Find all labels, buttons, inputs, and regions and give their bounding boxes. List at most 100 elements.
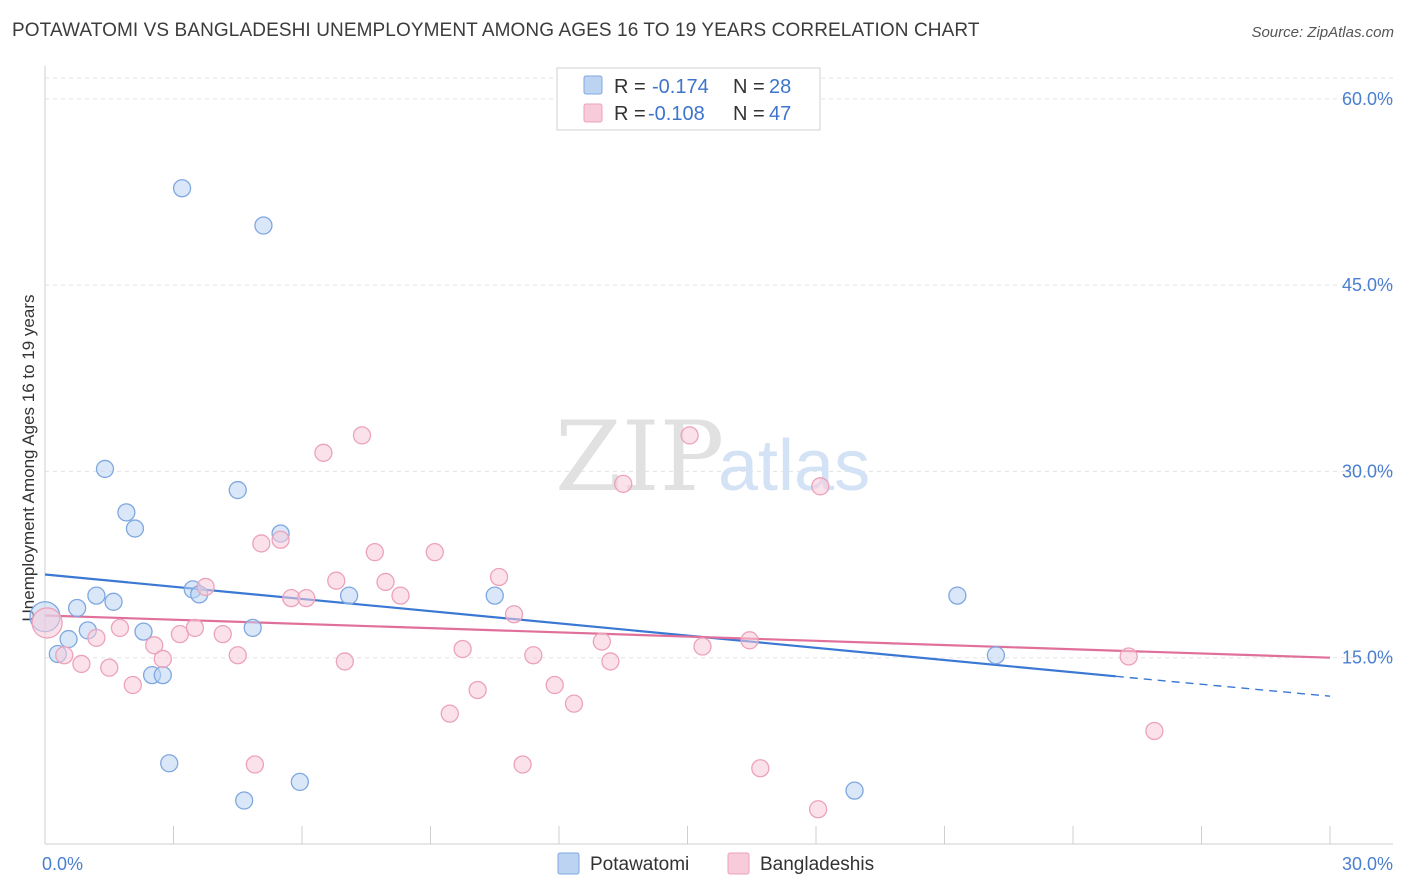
bottom-legend-swatch-potawatomi	[557, 852, 580, 875]
point-potawatomi-14	[172, 179, 192, 198]
gridlines	[45, 77, 1393, 659]
point-potawatomi-8	[117, 503, 136, 522]
x-tick-labels: 0.0% 30.0%	[42, 854, 1393, 874]
point-bangladeshis-41	[740, 631, 759, 650]
point-bangladeshis-27	[440, 704, 459, 723]
trend-line-potawatomi	[44, 573, 1116, 678]
point-potawatomi-19	[243, 618, 262, 638]
point-bangladeshis-29	[468, 680, 487, 700]
legend-r-label-2: R =	[614, 103, 646, 125]
point-potawatomi-13	[160, 754, 179, 773]
point-potawatomi-5	[87, 586, 106, 605]
point-bangladeshis-37	[601, 652, 620, 671]
point-potawatomi-6	[104, 592, 123, 611]
y-axis-label: Unemployment Among Ages 16 to 19 years	[19, 295, 38, 622]
point-potawatomi-10	[134, 622, 153, 641]
data-points	[29, 179, 1164, 819]
legend-swatch-potawatomi	[583, 75, 603, 95]
watermark-zip: ZIP	[555, 401, 724, 513]
point-bangladeshis-10	[185, 618, 205, 638]
legend-n-label-1: N =	[733, 76, 765, 98]
x-tick-label-0: 0.0%	[42, 854, 83, 874]
point-bangladeshis-23	[365, 542, 384, 562]
point-bangladeshis-40	[693, 637, 712, 656]
point-potawatomi-25	[845, 781, 864, 800]
point-bangladeshis-20	[327, 571, 346, 590]
trend-lines	[44, 573, 1331, 697]
point-bangladeshis-31	[504, 605, 524, 624]
watermark-atlas: atlas	[718, 426, 870, 506]
point-bangladeshis-42	[751, 759, 770, 778]
chart-source: Source: ZipAtlas.com	[1251, 24, 1394, 41]
y-tick-label-1: 30.0%	[1342, 461, 1393, 481]
point-potawatomi-24	[485, 586, 504, 605]
chart-title: POTAWATOMI VS BANGLADESHI UNEMPLOYMENT A…	[12, 20, 980, 41]
point-bangladeshis-5	[110, 618, 130, 638]
top-legend: R = -0.174 N = 28 R = -0.108 N = 47	[556, 67, 821, 131]
legend-r-value-1: -0.174	[652, 76, 709, 98]
y-tick-label-3: 60.0%	[1342, 89, 1393, 109]
point-potawatomi-27	[986, 646, 1006, 665]
point-bangladeshis-25	[391, 586, 410, 605]
point-bangladeshis-30	[489, 567, 509, 587]
legend-n-value-2: 47	[769, 103, 791, 125]
bottom-legend-label-bangladeshis: Bangladeshis	[760, 854, 874, 875]
point-bangladeshis-26	[425, 542, 444, 562]
point-bangladeshis-44	[808, 800, 828, 819]
point-bangladeshis-13	[228, 646, 247, 665]
point-potawatomi-17	[228, 480, 247, 500]
point-potawatomi-20	[254, 216, 273, 235]
point-bangladeshis-16	[271, 530, 290, 549]
legend-n-label-2: N =	[733, 103, 765, 125]
trend-line-extension-potawatomi	[1115, 675, 1331, 697]
point-bangladeshis-32	[513, 755, 532, 774]
point-potawatomi-12	[153, 665, 172, 685]
point-bangladeshis-14	[245, 755, 265, 774]
point-bangladeshis-4	[100, 658, 119, 677]
point-bangladeshis-11	[196, 577, 215, 597]
point-bangladeshis-6	[123, 675, 142, 695]
y-tick-labels: 15.0% 30.0% 45.0% 60.0%	[1342, 89, 1393, 668]
point-bangladeshis-7	[145, 636, 164, 655]
point-bangladeshis-0	[31, 607, 63, 639]
point-bangladeshis-3	[87, 628, 106, 647]
y-tick-label-0: 15.0%	[1342, 648, 1393, 668]
point-potawatomi-2	[59, 629, 78, 649]
point-bangladeshis-28	[453, 639, 472, 659]
point-potawatomi-26	[948, 586, 967, 605]
point-bangladeshis-43	[811, 477, 830, 496]
point-bangladeshis-18	[297, 588, 316, 608]
point-bangladeshis-33	[524, 646, 543, 665]
point-bangladeshis-1	[55, 646, 74, 665]
legend-r-value-2: -0.108	[648, 103, 705, 125]
point-potawatomi-3	[67, 598, 87, 618]
point-bangladeshis-8	[153, 649, 172, 669]
point-bangladeshis-12	[213, 624, 232, 644]
point-potawatomi-18	[235, 791, 254, 810]
point-bangladeshis-21	[335, 652, 354, 671]
legend-swatch-bangladeshis	[583, 103, 603, 123]
point-bangladeshis-19	[314, 443, 333, 462]
point-bangladeshis-22	[352, 426, 372, 445]
point-bangladeshis-38	[614, 474, 633, 493]
watermark: ZIP atlas	[555, 401, 870, 513]
point-bangladeshis-45	[1119, 647, 1138, 666]
point-bangladeshis-34	[545, 675, 564, 695]
point-bangladeshis-46	[1145, 721, 1164, 741]
axes	[44, 66, 1393, 845]
bottom-legend-swatch-bangladeshis	[727, 852, 750, 875]
point-bangladeshis-35	[564, 694, 584, 713]
legend-n-value-1: 28	[769, 76, 791, 98]
point-bangladeshis-2	[72, 654, 91, 674]
point-potawatomi-23	[339, 586, 359, 605]
point-bangladeshis-36	[592, 632, 611, 651]
bottom-legend-label-potawatomi: Potawatomi	[590, 854, 689, 875]
bottom-legend: Potawatomi Bangladeshis	[557, 852, 874, 875]
x-tick-label-1: 30.0%	[1342, 854, 1393, 874]
y-tick-label-2: 45.0%	[1342, 275, 1393, 295]
point-potawatomi-7	[95, 459, 115, 479]
point-potawatomi-9	[125, 519, 145, 538]
point-potawatomi-22	[290, 772, 310, 792]
point-bangladeshis-24	[376, 572, 395, 592]
